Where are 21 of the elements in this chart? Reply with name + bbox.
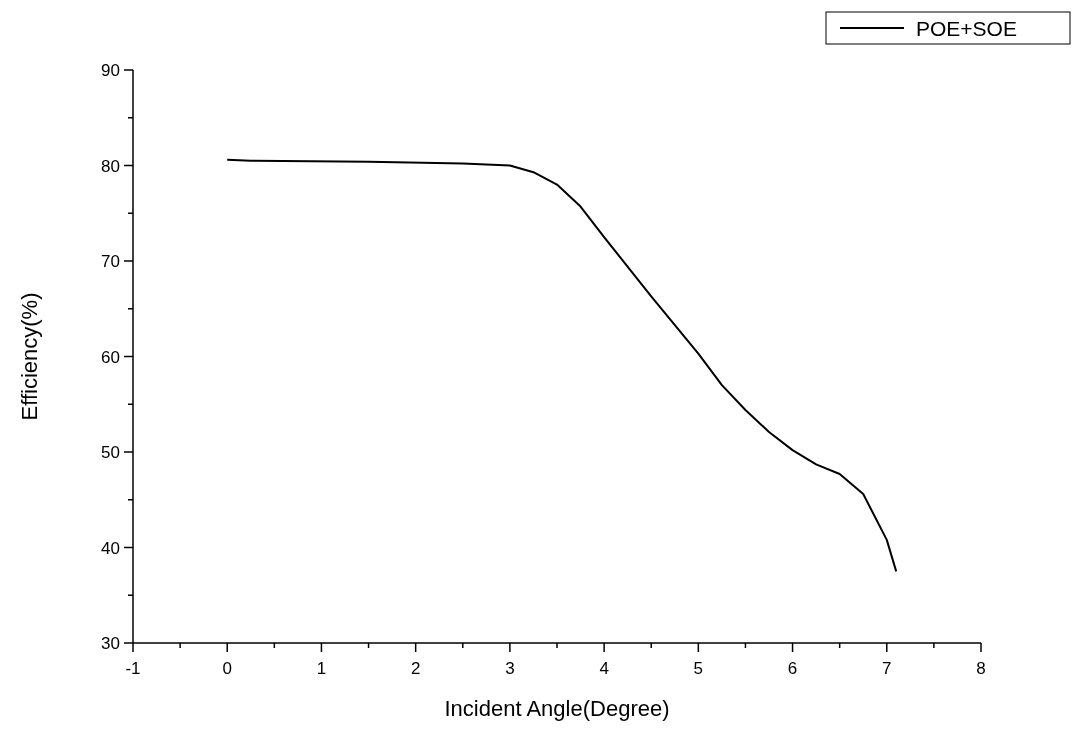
x-axis-title: Incident Angle(Degree): [444, 696, 670, 721]
x-tick-label: 3: [505, 659, 515, 678]
y-tick-label: 90: [101, 61, 120, 80]
x-tick-label: 5: [693, 659, 704, 678]
line-series: [226, 158, 898, 573]
y-tick-label: 40: [101, 538, 120, 558]
x-tick-label: 0: [222, 659, 232, 678]
y-tick-label: 70: [101, 252, 120, 271]
x-tick-label: 4: [599, 659, 609, 678]
x-tick-label: 2: [410, 659, 421, 678]
x-tick-label: 6: [787, 659, 798, 678]
legend-label: POE+SOE: [916, 17, 1017, 40]
x-tick-label: -1: [125, 659, 141, 678]
x-tick-label: 1: [316, 659, 327, 678]
y-tick-label: 80: [101, 156, 120, 176]
y-tick-label: 50: [101, 443, 120, 462]
y-tick-label: 60: [101, 347, 120, 367]
x-tick-label: 8: [976, 659, 986, 678]
y-axis-title: Efficiency(%): [17, 292, 42, 421]
x-tick-label: 7: [882, 659, 892, 678]
y-tick-label: 30: [101, 634, 120, 653]
